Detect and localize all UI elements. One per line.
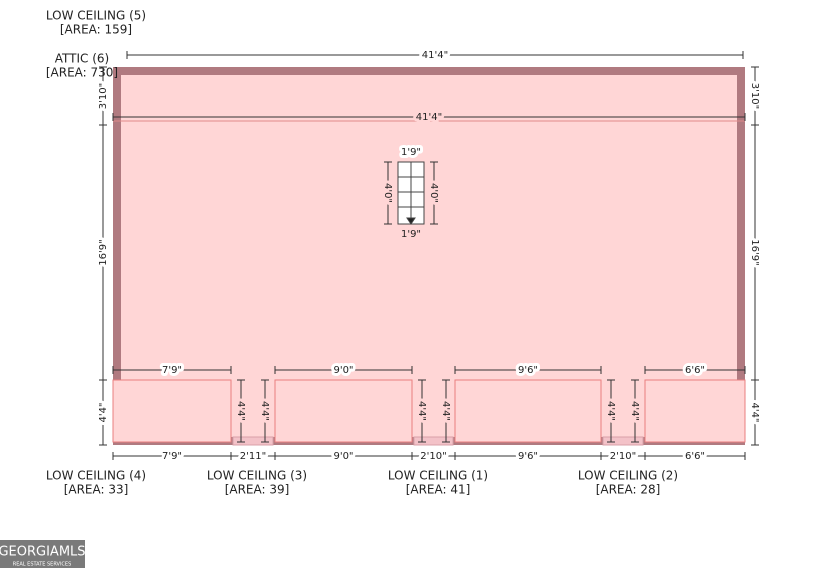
dimension-label: 41'4" — [416, 112, 442, 123]
dimension-label: 6'6" — [685, 451, 705, 462]
dimension-label: 2'10" — [420, 451, 446, 462]
dimension-label: 4'4" — [98, 402, 109, 422]
dimension-label: 9'6" — [518, 365, 538, 376]
room-area: [AREA: 28] — [596, 483, 661, 497]
dimension-label: 3'10" — [749, 83, 760, 109]
room-name: LOW CEILING (5) — [46, 9, 146, 23]
room-name: ATTIC (6) — [55, 52, 109, 66]
opening — [413, 436, 454, 446]
room-name: LOW CEILING (3) — [207, 469, 307, 483]
attic-floor — [121, 75, 737, 437]
room — [274, 379, 413, 443]
dimension-label: 16'9" — [98, 239, 109, 265]
dimension-label: 4'4" — [749, 402, 760, 422]
room-name: LOW CEILING (1) — [388, 469, 488, 483]
openings — [232, 436, 644, 446]
dimension-label: 2'11" — [240, 451, 266, 462]
dimension-label: 3'10" — [98, 83, 109, 109]
room-area: [AREA: 730] — [46, 66, 118, 80]
dimension-label: 1'9" — [401, 147, 421, 158]
dimension-label: 4'0" — [382, 183, 393, 203]
logo-brand: GEORGIAMLS — [0, 545, 86, 560]
dimension-label: 9'0" — [333, 365, 353, 376]
dimension-label: 4'4" — [629, 401, 640, 421]
logo-tagline: REAL ESTATE SERVICES — [13, 562, 72, 568]
dimension-label: 9'6" — [518, 451, 538, 462]
logo-background — [0, 540, 85, 568]
room-name: LOW CEILING (4) — [46, 469, 146, 483]
room-area: [AREA: 39] — [225, 483, 290, 497]
dimension-label: 1'9" — [401, 229, 421, 240]
dimension-label: 2'10" — [610, 451, 636, 462]
opening — [232, 436, 274, 446]
dimension-label: 4'4" — [605, 401, 616, 421]
stair — [397, 161, 425, 225]
dimension-label: 16'9" — [749, 239, 760, 265]
rooms — [112, 379, 746, 443]
dimension-label: 7'9" — [162, 451, 182, 462]
opening — [602, 436, 644, 446]
dimension-label: 4'4" — [416, 401, 427, 421]
room-area: [AREA: 41] — [406, 483, 471, 497]
dimension-label: 6'6" — [685, 365, 705, 376]
room — [112, 379, 232, 443]
dimension-label: 9'0" — [333, 451, 353, 462]
room — [454, 379, 602, 443]
dimension-label: 41'4" — [422, 50, 448, 61]
logo: GEORGIAMLS REAL ESTATE SERVICES — [0, 540, 86, 568]
room-area: [AREA: 33] — [64, 483, 129, 497]
room-area: [AREA: 159] — [60, 23, 132, 37]
dimension-label: 4'4" — [235, 401, 246, 421]
room-name: LOW CEILING (2) — [578, 469, 678, 483]
dimension-label: 4'4" — [440, 401, 451, 421]
dimension-label: 4'4" — [259, 401, 270, 421]
room — [644, 379, 746, 443]
dimension-label: 7'9" — [162, 365, 182, 376]
dimension-label: 4'0" — [428, 183, 439, 203]
stair-arrow — [406, 217, 416, 225]
